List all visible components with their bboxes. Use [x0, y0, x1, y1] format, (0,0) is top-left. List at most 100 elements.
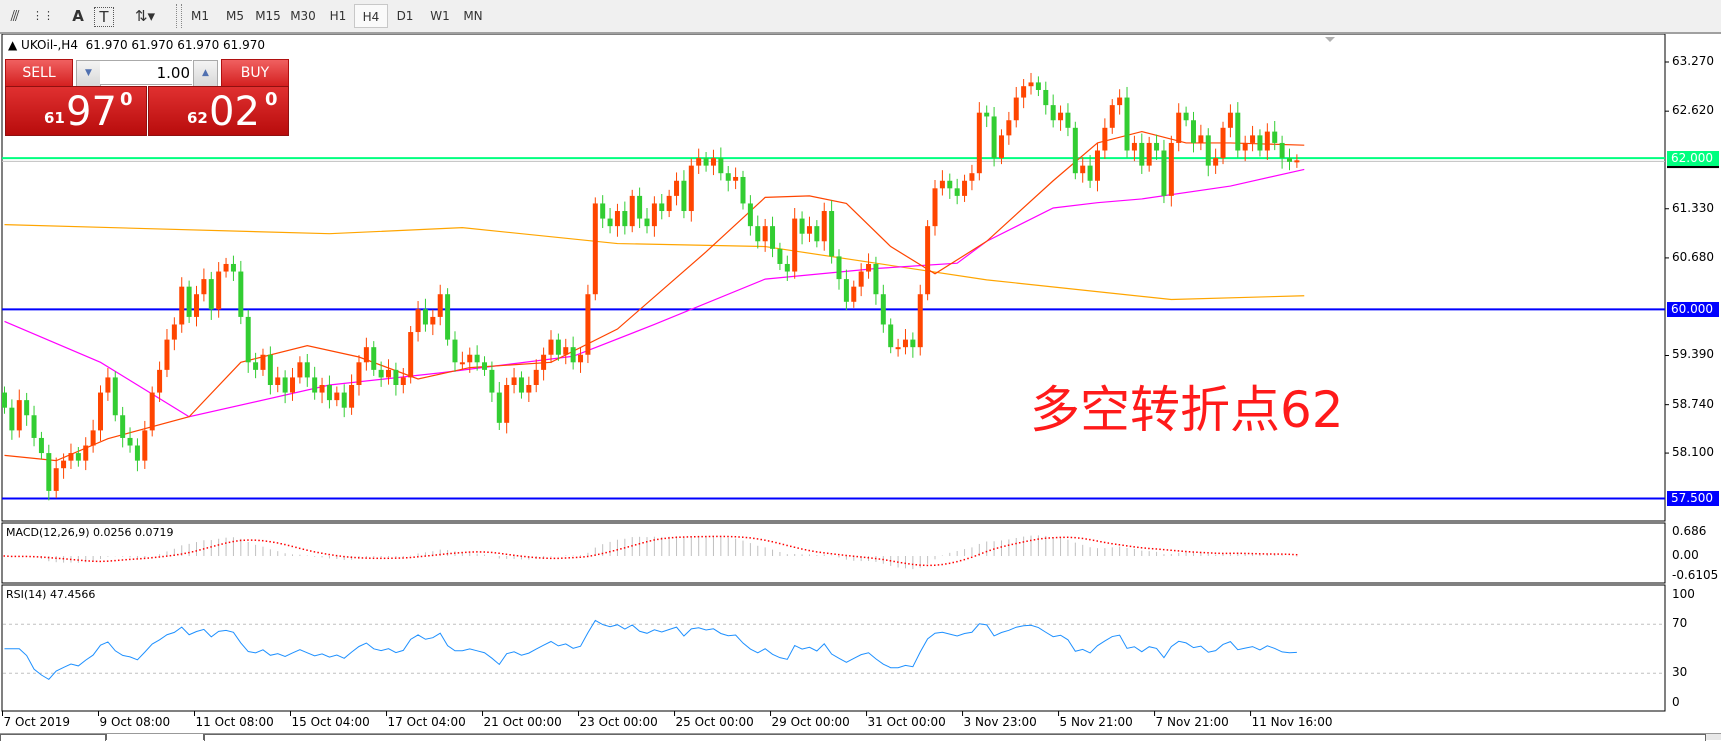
candle-body — [674, 180, 680, 196]
candle — [548, 330, 554, 364]
macd-signal-point — [723, 535, 726, 538]
candle-body — [415, 309, 421, 333]
macd-signal-point — [926, 564, 929, 567]
macd-signal-point — [1033, 539, 1036, 541]
price-tick-label: 59.390 — [1672, 347, 1714, 362]
macd-signal-point — [1052, 537, 1054, 539]
macd-signal-point — [801, 548, 803, 550]
macd-signal-point — [745, 536, 748, 539]
sell-button[interactable]: SELL — [5, 59, 73, 87]
candle-body — [467, 354, 473, 363]
macd-signal-point — [1295, 553, 1298, 556]
candle-body — [688, 165, 694, 212]
buy-big-figure: 62 — [187, 109, 208, 127]
chart-shift-marker[interactable] — [1325, 37, 1335, 42]
timeframe-w1[interactable]: W1 — [430, 9, 450, 23]
candle — [755, 215, 761, 249]
candle-body — [326, 384, 332, 401]
lot-size-input[interactable]: 1.00 — [100, 60, 192, 85]
timeframe-m30[interactable]: M30 — [290, 9, 316, 23]
macd-signal-point — [952, 561, 954, 564]
macd-signal-point — [498, 552, 500, 554]
timeframe-m5[interactable]: M5 — [226, 9, 244, 23]
candle-body — [216, 271, 222, 310]
fibonacci-fan-icon[interactable]: ⋮⋮ — [32, 9, 54, 22]
candle — [282, 370, 288, 404]
candle — [866, 253, 872, 279]
text-label-icon[interactable]: T — [94, 7, 114, 27]
macd-signal-point — [147, 557, 150, 559]
lot-decrease-button[interactable]: ▼ — [76, 60, 101, 87]
macd-signal-point — [1207, 552, 1209, 554]
candle-body — [622, 211, 628, 227]
macd-signal-point — [295, 546, 297, 549]
macd-signal-point — [1148, 547, 1150, 550]
buy-price-button[interactable]: 62 02 0 — [148, 86, 289, 136]
candle-body — [858, 271, 864, 287]
timeframe-m15[interactable]: M15 — [255, 9, 281, 23]
macd-signal-point — [1192, 551, 1194, 553]
macd-signal-point — [849, 555, 851, 557]
candle — [9, 399, 15, 440]
macd-signal-point — [14, 555, 17, 558]
buy-button[interactable]: BUY — [221, 59, 289, 87]
timeframe-h4[interactable]: H4 — [354, 4, 388, 28]
chart-tab[interactable] — [0, 734, 106, 741]
candle — [998, 129, 1004, 165]
macd-signal-point — [317, 551, 319, 554]
time-tick-label: 23 Oct 00:00 — [579, 715, 658, 729]
macd-signal-point — [7, 555, 9, 557]
candle-body — [297, 362, 303, 378]
macd-signal-point — [472, 551, 474, 553]
candle — [1080, 157, 1086, 183]
macd-signal-point — [228, 541, 231, 544]
sell-price-button[interactable]: 61 97 0 — [5, 86, 147, 136]
candle — [607, 207, 613, 234]
macd-signal-point — [129, 558, 131, 561]
fibonacci-expansion-icon[interactable]: ⫻ — [10, 7, 20, 25]
macd-signal-point — [291, 545, 294, 548]
macd-signal-point — [51, 557, 54, 559]
text-icon[interactable]: A — [72, 7, 84, 25]
macd-signal-point — [738, 536, 740, 538]
candle-body — [1080, 165, 1086, 174]
chart-tab[interactable] — [204, 734, 1706, 741]
macd-signal-point — [863, 556, 866, 559]
lot-increase-button[interactable]: ▲ — [193, 60, 218, 87]
candle — [1264, 123, 1270, 160]
timeframe-d1[interactable]: D1 — [396, 9, 414, 23]
candle — [38, 431, 44, 460]
candle-body — [186, 286, 192, 317]
candle — [496, 381, 502, 431]
timeframe-mn[interactable]: MN — [463, 9, 483, 23]
macd-signal-point — [974, 555, 977, 557]
macd-signal-point — [250, 539, 253, 541]
macd-signal-point — [686, 536, 689, 538]
chart-tab[interactable] — [106, 734, 204, 740]
time-tick-label: 15 Oct 04:00 — [291, 715, 370, 729]
timeframe-h1[interactable]: H1 — [329, 9, 347, 23]
candle-body — [1161, 150, 1167, 196]
candle — [386, 359, 392, 385]
candle-body — [954, 188, 960, 196]
macd-signal-point — [332, 554, 334, 556]
macd-signal-point — [764, 539, 766, 541]
collapse-triangle-icon[interactable]: ▲ — [8, 38, 22, 52]
candle — [142, 420, 148, 469]
macd-signal-point — [339, 555, 342, 557]
toolbar-grip[interactable] — [181, 4, 183, 28]
candle-body — [38, 437, 44, 454]
macd-signal-point — [453, 552, 456, 554]
candle — [710, 149, 716, 176]
macd-signal-point — [557, 557, 559, 560]
macd-signal-point — [834, 553, 836, 555]
macd-signal-point — [191, 551, 194, 553]
arrows-dropdown-icon[interactable]: ⇅▾ — [134, 7, 156, 25]
candle-body — [681, 180, 687, 212]
candle-body — [1279, 142, 1285, 159]
macd-signal-point — [878, 558, 881, 560]
macd-signal-point — [564, 557, 567, 559]
macd-signal-point — [298, 547, 301, 550]
timeframe-m1[interactable]: M1 — [191, 9, 209, 23]
